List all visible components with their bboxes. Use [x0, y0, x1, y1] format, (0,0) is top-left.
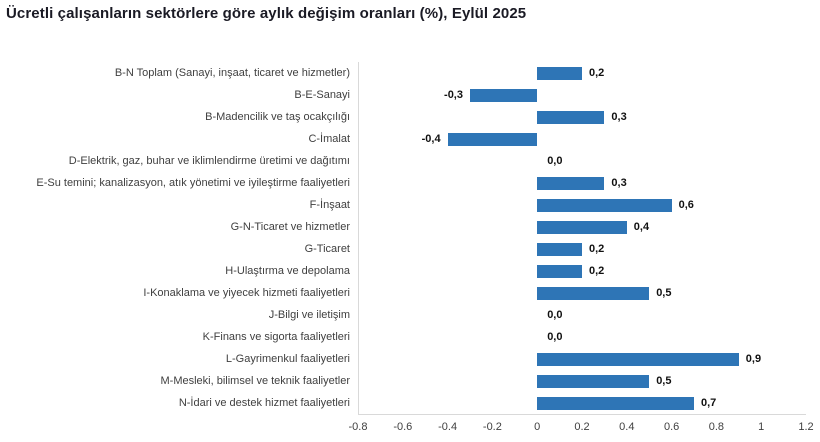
x-tick-label: 0.6 [663, 421, 680, 433]
bar [537, 396, 694, 410]
chart-row: B-E-Sanayi -0,3 [0, 84, 820, 106]
value-label: 0,0 [547, 331, 563, 343]
x-tick-label: 1.2 [798, 421, 814, 433]
x-tick-label: -0.8 [348, 421, 368, 433]
category-label: B-Madencilik ve taş ocakçılığı [205, 111, 350, 123]
value-label: 0,5 [656, 375, 672, 387]
value-label: 0,4 [633, 221, 650, 233]
row-plot: 0,9 [358, 348, 806, 370]
row-plot: 0,5 [358, 370, 806, 392]
category-label: M-Mesleki, bilimsel ve teknik faaliyetle… [160, 375, 351, 387]
chart-row: C-İmalat -0,4 [0, 128, 820, 150]
row-plot: -0,3 [358, 84, 806, 106]
bar [537, 220, 627, 234]
bar [537, 264, 582, 278]
row-plot: 0,4 [358, 216, 806, 238]
chart-row: G-Ticaret 0,2 [0, 238, 820, 260]
value-label: 0,2 [589, 243, 605, 255]
category-label: G-N-Ticaret ve hizmetler [230, 221, 350, 233]
x-tick-label: 0.2 [574, 421, 590, 433]
x-tick-label: 0.4 [619, 421, 635, 433]
chart-row: E-Su temini; kanalizasyon, atık yönetimi… [0, 172, 820, 194]
row-plot: 0,6 [358, 194, 806, 216]
category-label: E-Su temini; kanalizasyon, atık yönetimi… [36, 177, 350, 189]
bar [537, 110, 605, 124]
chart-row: D-Elektrik, gaz, buhar ve iklimlendirme … [0, 150, 820, 172]
chart-row: I-Konaklama ve yiyecek hizmeti faaliyetl… [0, 282, 820, 304]
bar [447, 132, 538, 146]
chart-row: F-İnşaat 0,6 [0, 194, 820, 216]
x-axis-line [358, 414, 806, 415]
chart-row: B-Madencilik ve taş ocakçılığı 0,3 [0, 106, 820, 128]
bar [537, 66, 582, 80]
x-tick-label: 0.8 [708, 421, 725, 433]
category-label: G-Ticaret [304, 243, 350, 255]
chart-row: L-Gayrimenkul faaliyetleri 0,9 [0, 348, 820, 370]
category-label: K-Finans ve sigorta faaliyetleri [202, 331, 350, 343]
bar [470, 88, 538, 102]
category-label: B-E-Sanayi [294, 89, 350, 101]
value-label: 0,2 [589, 265, 605, 277]
row-plot: -0,4 [358, 128, 806, 150]
row-plot: 0,2 [358, 62, 806, 84]
chart-row: M-Mesleki, bilimsel ve teknik faaliyetle… [0, 370, 820, 392]
bar [537, 352, 739, 366]
x-axis-ticks: -0.8 -0.6 -0.4 -0.2 0 0.2 0.4 0.6 0.8 1 1.2 [0, 421, 820, 436]
category-label: D-Elektrik, gaz, buhar ve iklimlendirme … [68, 155, 350, 167]
bar [537, 242, 582, 256]
value-label: 0,3 [611, 177, 627, 189]
row-plot: 0,7 [358, 392, 806, 414]
chart-row: H-Ulaştırma ve depolama 0,2 [0, 260, 820, 282]
bar [537, 374, 650, 388]
row-plot: 0,2 [358, 238, 806, 260]
value-label: -0,3 [444, 89, 463, 101]
category-label: N-İdari ve destek hizmet faaliyetleri [178, 397, 350, 409]
chart-title: Ücretli çalışanların sektörlere göre ayl… [6, 5, 527, 22]
x-tick-label: -0.6 [393, 421, 413, 433]
value-label: 0,2 [589, 67, 605, 79]
x-tick-label: 1 [758, 421, 765, 433]
value-label: -0,4 [421, 133, 441, 145]
row-plot: 0,2 [358, 260, 806, 282]
category-label: B-N Toplam (Sanayi, inşaat, ticaret ve h… [114, 67, 350, 79]
chart-row: K-Finans ve sigorta faaliyetleri 0,0 [0, 326, 820, 348]
category-label: C-İmalat [308, 133, 350, 145]
chart-row: B-N Toplam (Sanayi, inşaat, ticaret ve h… [0, 62, 820, 84]
chart-row: N-İdari ve destek hizmet faaliyetleri 0,7 [0, 392, 820, 414]
row-plot: 0,0 [358, 326, 806, 348]
value-label: 0,7 [701, 397, 717, 409]
plot-left-axis-line [358, 62, 359, 414]
x-tick-label: -0.4 [438, 421, 458, 433]
value-label: 0,6 [678, 199, 694, 211]
category-label: H-Ulaştırma ve depolama [225, 265, 350, 277]
category-label: F-İnşaat [309, 199, 350, 211]
plot-area: B-N Toplam (Sanayi, inşaat, ticaret ve h… [0, 62, 820, 414]
row-plot: 0,0 [358, 304, 806, 326]
row-plot: 0,3 [358, 106, 806, 128]
value-label: 0,3 [611, 111, 627, 123]
category-label: L-Gayrimenkul faaliyetleri [225, 353, 350, 365]
value-label: 0,5 [656, 287, 672, 299]
x-tick-label: 0 [534, 421, 541, 433]
value-label: 0,0 [547, 309, 563, 321]
bar [537, 286, 650, 300]
chart-row: G-N-Ticaret ve hizmetler 0,4 [0, 216, 820, 238]
category-label: I-Konaklama ve yiyecek hizmeti faaliyetl… [143, 287, 350, 299]
row-plot: 0,3 [358, 172, 806, 194]
x-tick-label: -0.2 [482, 421, 502, 433]
value-label: 0,9 [745, 353, 762, 365]
chart-row: J-Bilgi ve iletişim 0,0 [0, 304, 820, 326]
bar [537, 198, 672, 212]
row-plot: 0,5 [358, 282, 806, 304]
bar [537, 176, 605, 190]
row-plot: 0,0 [358, 150, 806, 172]
value-label: 0,0 [547, 155, 563, 167]
category-label: J-Bilgi ve iletişim [268, 309, 350, 321]
